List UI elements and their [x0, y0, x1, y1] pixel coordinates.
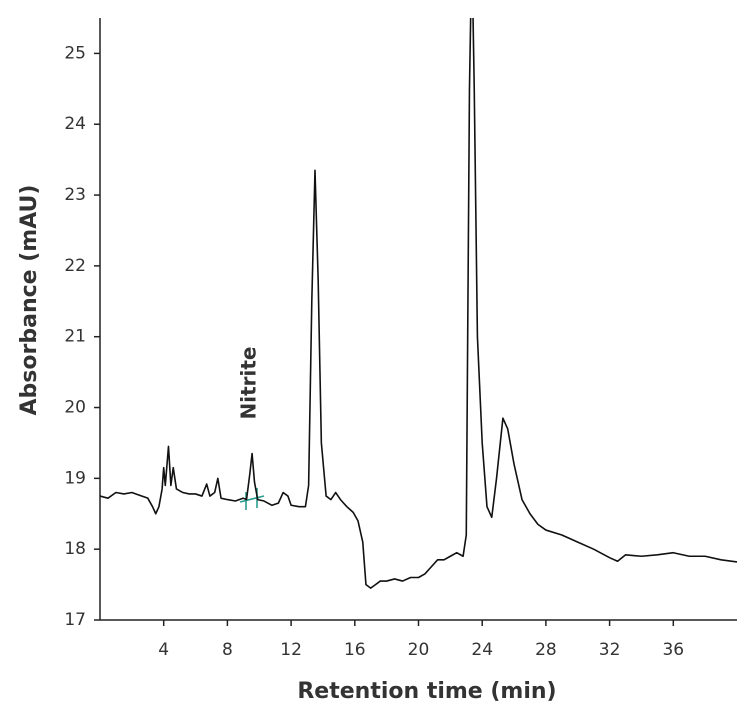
x-tick-label: 12 [280, 640, 302, 660]
y-tick-label: 21 [64, 327, 86, 347]
y-tick-label: 22 [64, 256, 86, 276]
y-tick-label: 20 [64, 398, 86, 418]
y-tick-label: 23 [64, 185, 86, 205]
y-tick-label: 24 [64, 114, 86, 134]
y-tick-label: 18 [64, 539, 86, 559]
x-tick-label: 8 [222, 640, 233, 660]
x-tick-label: 24 [471, 640, 493, 660]
y-tick-label: 25 [64, 43, 86, 63]
y-tick-label: 17 [64, 610, 86, 630]
chromatogram-line [100, 18, 737, 589]
x-tick-label: 4 [158, 640, 169, 660]
y-axis-title: Absorbance (mAU) [17, 185, 42, 416]
x-tick-label: 36 [662, 640, 684, 660]
x-tick-label: 32 [599, 640, 621, 660]
y-tick-label: 19 [64, 468, 86, 488]
x-tick-label: 28 [535, 640, 557, 660]
plot-area [100, 18, 737, 589]
x-tick-label: 16 [344, 640, 366, 660]
annotation: Nitrite [237, 347, 261, 420]
x-tick-label: 20 [408, 640, 430, 660]
x-axis-title: Retention time (min) [297, 679, 556, 704]
